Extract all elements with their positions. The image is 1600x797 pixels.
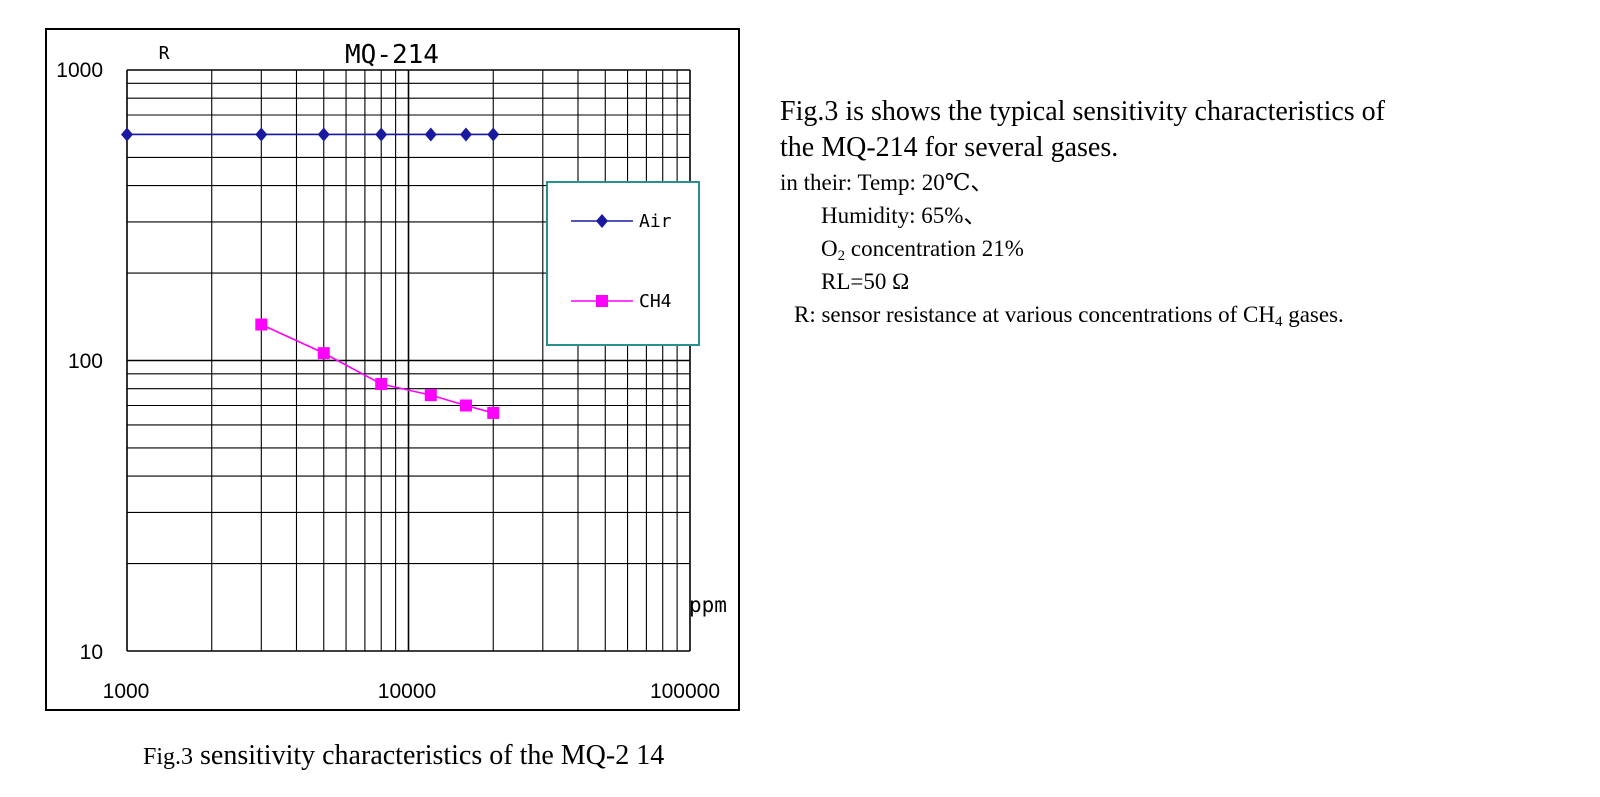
caption-prefix: Fig.3 <box>143 744 194 770</box>
y-tick-label: 10 <box>80 641 103 664</box>
tick-labels: 1000 10000 100000 1000 100 10 <box>56 59 720 703</box>
figure-caption: Fig.3 sensitivity characteristics of the… <box>143 738 664 775</box>
o2-line: O2 concentration 21% <box>780 232 1580 265</box>
resistance-suffix: gases. <box>1282 302 1344 327</box>
description-line-2: the MQ-214 for several gases. <box>780 132 1119 163</box>
description-line-1: Fig.3 is shows the typical sensitivity c… <box>780 96 1386 127</box>
o2-prefix: O <box>821 236 838 261</box>
data-point-ch4 <box>596 295 608 307</box>
chart-frame: 1000 10000 100000 1000 100 10 MQ-214 R ppm Ai… <box>45 28 740 711</box>
humidity-line: Humidity: 65%、 <box>821 203 987 228</box>
y-tick-label: 100 <box>68 350 103 373</box>
o2-subscript: 2 <box>837 248 846 264</box>
legend: Air CH4 <box>546 181 700 346</box>
grid <box>126 69 691 652</box>
resistance-prefix: R: sensor resistance at various concentr… <box>794 302 1275 327</box>
resistance-line: R: sensor resistance at various concentr… <box>780 298 1580 331</box>
data-point-ch4 <box>375 378 388 391</box>
data-point-air <box>596 214 608 228</box>
conditions-intro: in their: Temp: 20℃、 <box>780 170 994 195</box>
legend-label-ch4: CH4 <box>639 291 672 312</box>
data-point-air <box>459 127 472 142</box>
x-tick-label: 1000 <box>103 680 150 703</box>
data-point-ch4 <box>487 406 500 419</box>
x-axis-label: ppm <box>689 593 727 617</box>
legend-box <box>546 181 700 346</box>
data-point-ch4 <box>255 318 268 331</box>
data-point-air <box>317 127 330 142</box>
chart-title: MQ-214 <box>345 40 439 70</box>
data-point-air <box>375 127 388 142</box>
data-point-air <box>487 127 500 142</box>
rl-line: RL=50 Ω <box>821 269 910 294</box>
y-tick-label: 1000 <box>56 59 103 82</box>
data-point-ch4 <box>317 347 330 360</box>
o2-suffix: concentration 21% <box>845 236 1024 261</box>
sensitivity-chart: 1000 10000 100000 1000 100 10 MQ-214 R ppm Ai… <box>56 40 727 703</box>
data-point-ch4 <box>459 399 472 412</box>
legend-label-air: Air <box>639 211 672 232</box>
data-point-air <box>121 127 133 142</box>
ch4-subscript: 4 <box>1274 314 1283 330</box>
x-tick-label: 100000 <box>650 680 720 703</box>
x-tick-label: 10000 <box>378 680 436 703</box>
data-point-ch4 <box>424 389 437 402</box>
data-point-air <box>424 127 437 142</box>
y-axis-label: R <box>159 43 170 64</box>
data-point-air <box>255 127 268 142</box>
description-text: Fig.3 is shows the typical sensitivity c… <box>780 94 1580 331</box>
caption-text: sensitivity characteristics of the MQ-2 … <box>193 740 665 771</box>
